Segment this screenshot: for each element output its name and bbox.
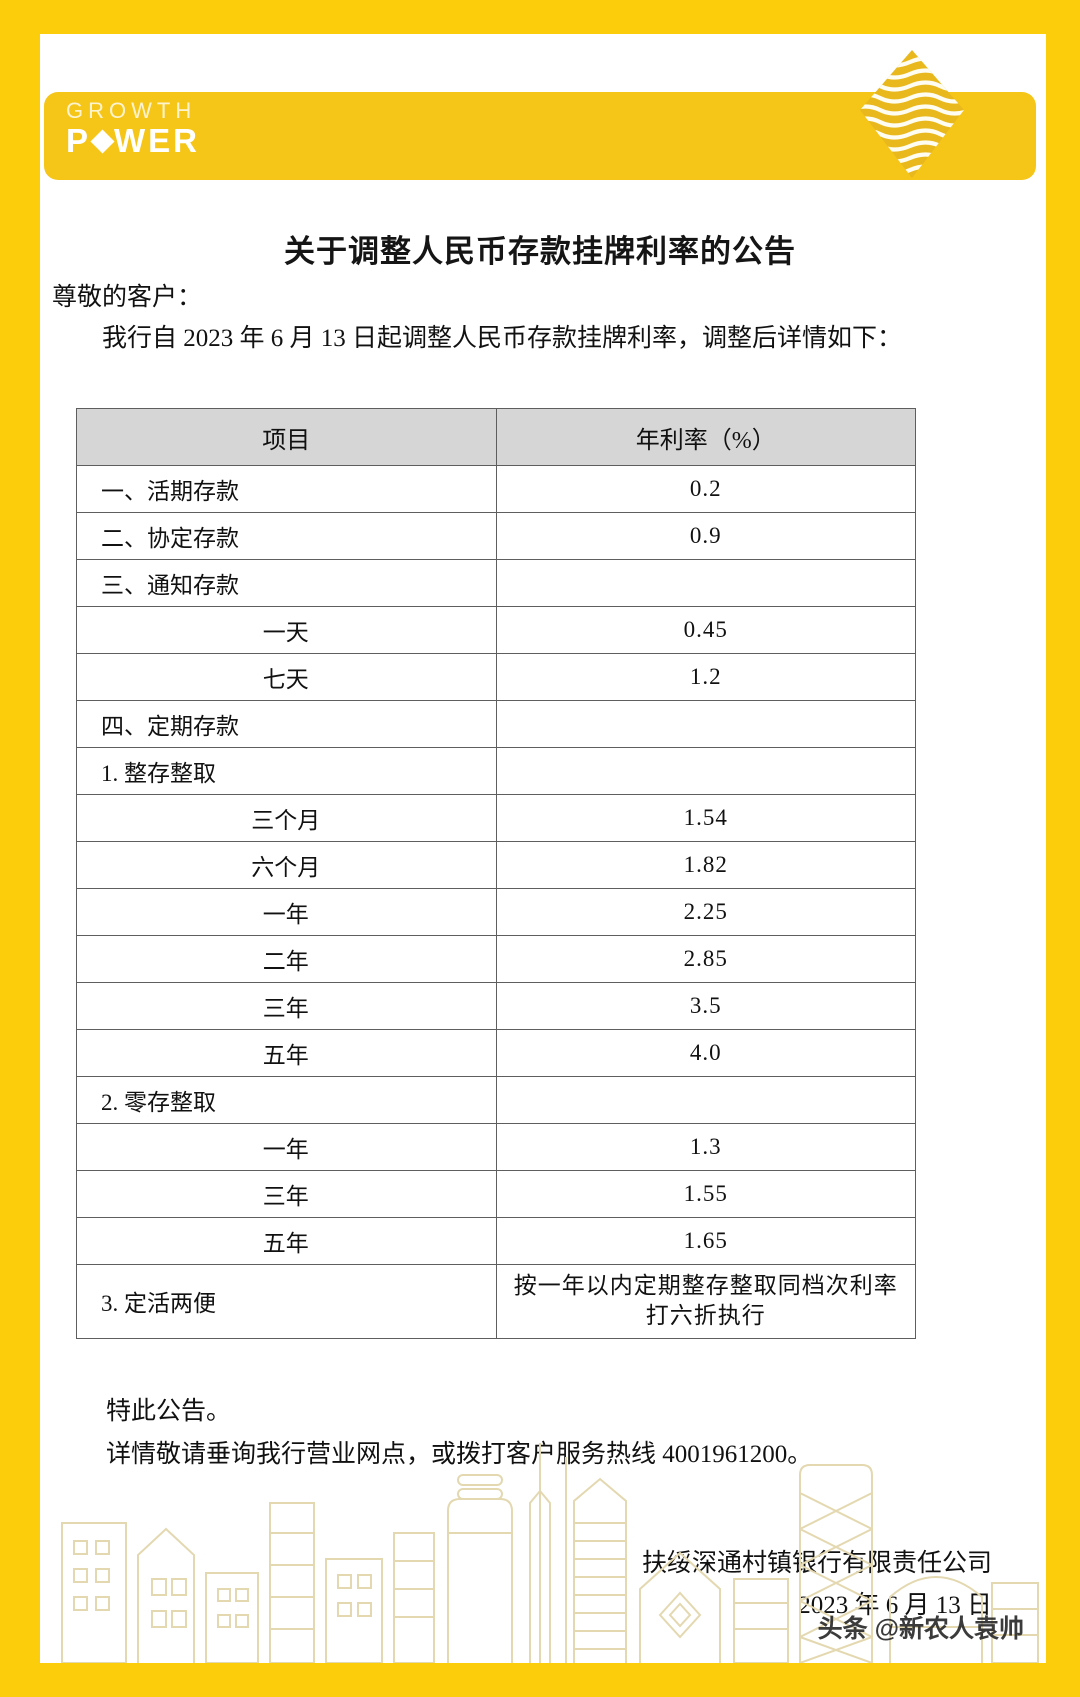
table-row: 六个月 1.82: [76, 841, 916, 889]
col-header-item: 项目: [76, 408, 497, 466]
table-head: 项目 年利率（%）: [76, 408, 916, 466]
table-row: 五年 1.65: [76, 1217, 916, 1265]
row-value: 2.85: [495, 935, 916, 983]
table-row: 三年 1.55: [76, 1170, 916, 1218]
row-label: 三年: [76, 1170, 497, 1218]
row-label: 七天: [76, 653, 497, 701]
salutation-text: 尊敬的客户：: [52, 284, 203, 311]
row-label: 一年: [76, 1123, 497, 1171]
row-label: 三个月: [76, 794, 497, 842]
row-label: 一、活期存款: [76, 465, 497, 513]
row-value: 0.9: [495, 512, 916, 560]
row-value: 1.2: [495, 653, 916, 701]
row-label: 五年: [76, 1029, 497, 1077]
row-label: 二、协定存款: [76, 512, 497, 560]
row-value: 1.54: [495, 794, 916, 842]
poster-inner: GROWTH P WER: [34, 34, 1046, 1663]
intro-paragraph: 我行自 2023 年 6 月 13 日起调整人民币存款挂牌利率，调整后详情如下：: [102, 325, 903, 352]
row-value: 1.65: [495, 1217, 916, 1265]
row-label: 四、定期存款: [76, 700, 497, 748]
col-header-rate: 年利率（%）: [495, 408, 916, 466]
table-row: 二年 2.85: [76, 935, 916, 983]
row-value: 1.82: [495, 841, 916, 889]
closing-line-2: 详情敬请垂询我行营业网点，或拨打客户服务热线 4001961200。: [106, 1441, 813, 1468]
header: GROWTH P WER: [34, 34, 1046, 194]
row-value: [495, 747, 916, 795]
table-row: 一天 0.45: [76, 606, 916, 654]
table-row: 五年 4.0: [76, 1029, 916, 1077]
row-value: [495, 1076, 916, 1124]
row-value: 按一年以内定期整存整取同档次利率 打六折执行: [495, 1264, 916, 1339]
row-value: 1.3: [495, 1123, 916, 1171]
row-value: 4.0: [495, 1029, 916, 1077]
row-label: 一年: [76, 888, 497, 936]
row-label: 3. 定活两便: [76, 1264, 497, 1339]
table-row: 三年 3.5: [76, 982, 916, 1030]
table-row: 2. 零存整取: [76, 1076, 916, 1124]
deposit-rates-table: 项目 年利率（%） 一、活期存款 0.2 二、协定存款 0.9 三、通知存款 一天 0.45…: [76, 408, 916, 1339]
table-row: 1. 整存整取: [76, 747, 916, 795]
row-value-line: 按一年以内定期整存整取同档次利率: [513, 1273, 898, 1298]
row-label: 三年: [76, 982, 497, 1030]
diamond-icon: [90, 129, 115, 154]
row-label: 二年: [76, 935, 497, 983]
table-row: 四、定期存款: [76, 700, 916, 748]
row-label: 2. 零存整取: [76, 1076, 497, 1124]
table-row: 一年 1.3: [76, 1123, 916, 1171]
row-label: 1. 整存整取: [76, 747, 497, 795]
brand-line-power: P WER: [66, 124, 200, 158]
watermark-text: 头条 @新农人袁帅: [817, 1615, 1024, 1643]
row-value: [495, 559, 916, 607]
closing-line-1: 特此公告。: [106, 1398, 232, 1425]
table-row: 三、通知存款: [76, 559, 916, 607]
table-header-row: 项目 年利率（%）: [76, 408, 916, 466]
row-label: 一天: [76, 606, 497, 654]
brand-power-prefix: P: [66, 122, 92, 160]
row-label: 六个月: [76, 841, 497, 889]
table-row: 3. 定活两便 按一年以内定期整存整取同档次利率 打六折执行: [76, 1264, 916, 1339]
table-row: 一、活期存款 0.2: [76, 465, 916, 513]
table-row: 一年 2.25: [76, 888, 916, 936]
brand-logotype: GROWTH P WER: [66, 98, 200, 158]
row-value: 1.55: [495, 1170, 916, 1218]
row-value: 2.25: [495, 888, 916, 936]
row-label: 五年: [76, 1217, 497, 1265]
row-value: 3.5: [495, 982, 916, 1030]
row-value-line: 打六折执行: [645, 1303, 766, 1329]
table-row: 七天 1.2: [76, 653, 916, 701]
left-accent-bar: [34, 34, 40, 1663]
brand-power-suffix: WER: [114, 122, 201, 160]
row-value: 0.45: [495, 606, 916, 654]
row-value: 0.2: [495, 465, 916, 513]
diamond-wave-logo-icon: [860, 50, 964, 178]
table-body: 一、活期存款 0.2 二、协定存款 0.9 三、通知存款 一天 0.45 七天 1.2 四、定期存…: [76, 465, 916, 1339]
row-value: [495, 700, 916, 748]
row-label: 三、通知存款: [76, 559, 497, 607]
table-row: 三个月 1.54: [76, 794, 916, 842]
table-row: 二、协定存款 0.9: [76, 512, 916, 560]
signature-company: 扶绥深通村镇银行有限责任公司: [641, 1550, 992, 1577]
page-title: 关于调整人民币存款挂牌利率的公告: [284, 234, 796, 269]
brand-line-growth: GROWTH: [66, 98, 197, 123]
